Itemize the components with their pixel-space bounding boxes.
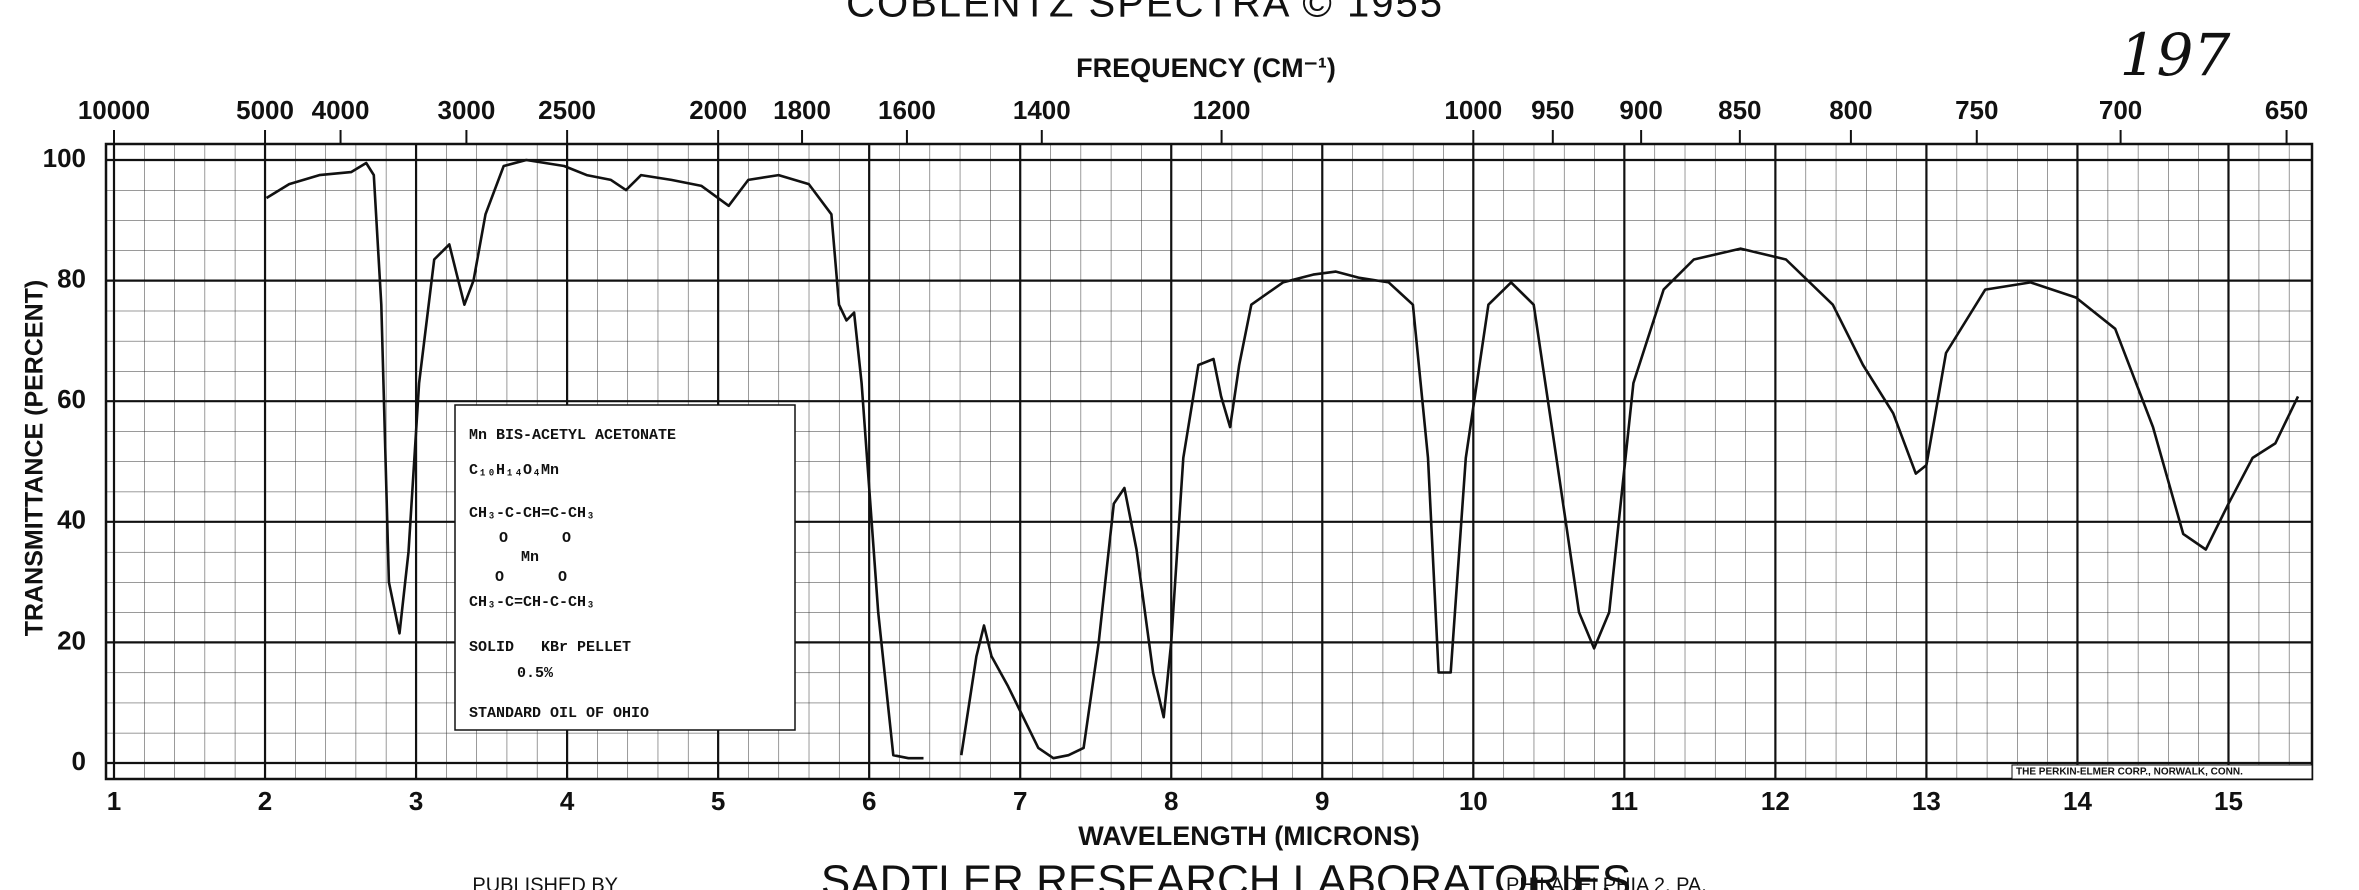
instrument-note-box [2011, 764, 2313, 780]
x-tick-label: 8 [1164, 786, 1178, 816]
concentration: 0.5% [517, 665, 554, 682]
plot-frame [104, 142, 2314, 781]
x-tick-label: 1 [107, 786, 121, 816]
structure-line: CH₃-C-CH=C-CH₃ [469, 505, 595, 522]
compound-name: Mn BIS-ACETYL ACETONATE [469, 427, 676, 444]
structure-line: CH₃-C=CH-C-CH₃ [469, 594, 595, 611]
formula: C₁₀H₁₄O₄Mn [469, 462, 559, 479]
y-tick-label: 100 [43, 143, 86, 173]
x2-tick-label: 1600 [878, 95, 936, 125]
x2-tick-label: 900 [1619, 95, 1662, 125]
x2-tick-label: 650 [2265, 95, 2308, 125]
y-tick-label: 0 [72, 746, 86, 776]
chart-title: COBLENTZ SPECTRA © 1955 [846, 0, 1444, 26]
x2-tick-label: 10000 [78, 95, 150, 125]
x2-tick-label: 2500 [538, 95, 596, 125]
minor-grid [106, 144, 2312, 779]
structure-line: O O [499, 530, 571, 547]
y-axis-label: TRANSMITTANCE (PERCENT) [21, 280, 49, 636]
x2-tick-label: 4000 [312, 95, 370, 125]
page-number: 197 [2120, 21, 2231, 89]
publisher-name: SADTLER RESEARCH LABORATORIES [821, 857, 1631, 890]
x2-axis-label: FREQUENCY (CM⁻¹) [1076, 53, 1336, 83]
x2-tick-label: 1400 [1013, 95, 1071, 125]
x-tick-label: 2 [258, 786, 272, 816]
x2-tick-label: 700 [2099, 95, 2142, 125]
x-tick-label: 13 [1912, 786, 1941, 816]
x-tick-label: 11 [1611, 786, 1639, 816]
instrument-note: THE PERKIN-ELMER CORP., NORWALK, CONN. [2016, 767, 2243, 778]
x-tick-label: 3 [409, 786, 423, 816]
x-tick-label: 7 [1013, 786, 1027, 816]
x-tick-label: 12 [1761, 786, 1790, 816]
y-tick-label: 20 [57, 625, 86, 655]
x2-tick-label: 1800 [773, 95, 831, 125]
publisher-prefix: PUBLISHED BY [472, 874, 618, 890]
structure-line: O O [495, 569, 567, 586]
x-tick-label: 14 [2063, 786, 2092, 816]
x2-tick-label: 850 [1718, 95, 1761, 125]
annotation: Mn BIS-ACETYL ACETONATE C₁₀H₁₄O₄Mn CH₃-C-C… [469, 427, 676, 722]
x-tick-label: 15 [2214, 786, 2243, 816]
y-tick-label: 80 [57, 263, 86, 293]
publisher-location: PHILADELPHIA 2, PA. [1506, 874, 1707, 890]
x-tick-label: 9 [1315, 786, 1329, 816]
x2-tick-label: 5000 [236, 95, 294, 125]
annotation-box [454, 404, 796, 731]
sample-prep: SOLID KBr PELLET [469, 639, 631, 656]
x-axis-label: WAVELENGTH (MICRONS) [1078, 821, 1419, 851]
x2-tick-label: 1200 [1193, 95, 1251, 125]
structure-line: Mn [521, 549, 539, 566]
x-tick-label: 5 [711, 786, 725, 816]
x-tick-label: 4 [560, 786, 575, 816]
x-tick-label: 6 [862, 786, 876, 816]
source: STANDARD OIL OF OHIO [469, 705, 649, 722]
y-tick-label: 40 [57, 505, 86, 535]
y-tick-label: 60 [57, 384, 86, 414]
x2-tick-label: 800 [1829, 95, 1872, 125]
x2-tick-label: 3000 [437, 95, 495, 125]
publisher: PUBLISHED BY SADTLER RESEARCH LABORATORI… [472, 857, 1706, 890]
x2-tick-label: 1000 [1444, 95, 1502, 125]
x2-tick-label: 2000 [689, 95, 747, 125]
spectrum-line [265, 158, 2300, 760]
x-tick-label: 10 [1459, 786, 1488, 816]
x2-tick-label: 750 [1955, 95, 1998, 125]
x2-tick-label: 950 [1531, 95, 1574, 125]
